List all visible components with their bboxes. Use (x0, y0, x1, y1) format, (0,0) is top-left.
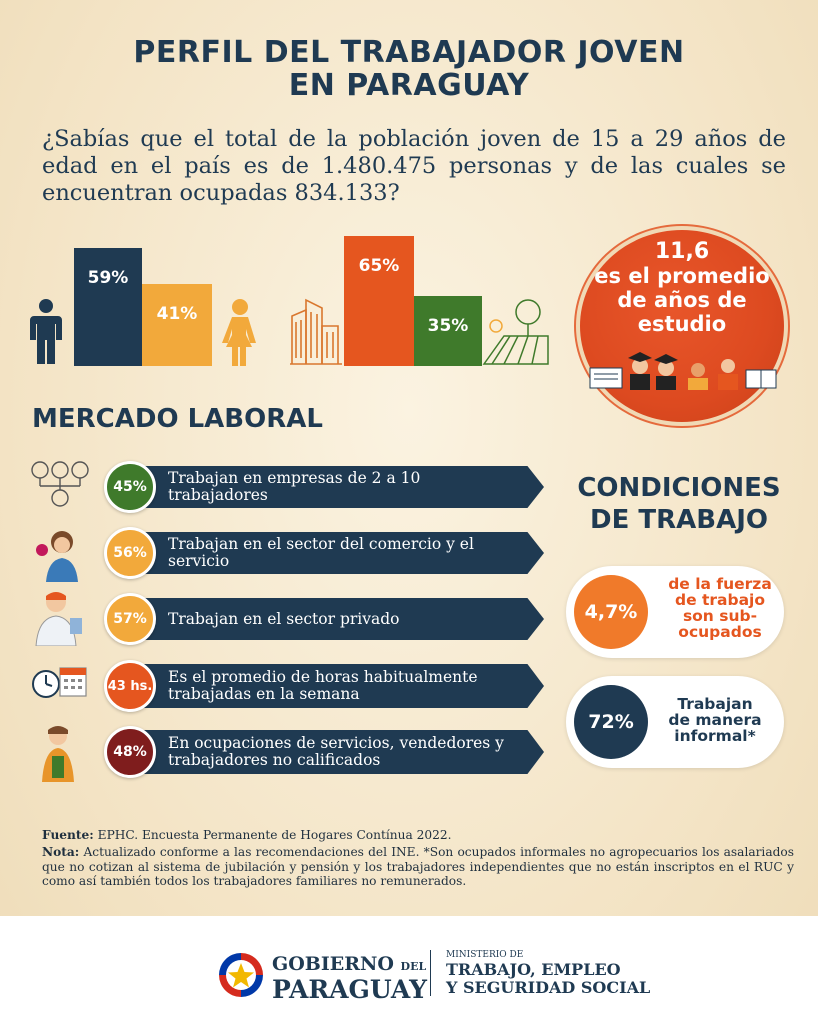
office-worker-icon (35, 592, 82, 646)
del-word: DEL (400, 960, 427, 973)
bar-rural: 35% (414, 296, 482, 366)
condicion-label-line: Trabajan (677, 695, 753, 713)
mercado-item-value: 57% (113, 611, 147, 627)
mercado-item-banner: Trabajan en el sector del comercio y el … (130, 532, 544, 574)
source-text: EPHC. Encuesta Permanente de Hogares Con… (93, 828, 452, 842)
note-text: Actualizado conforme a las recomendacion… (42, 845, 794, 888)
condicion-card-subocupados: 4,7% de la fuerza de trabajo son sub- oc… (566, 566, 784, 658)
condicion-value-circle: 72% (574, 685, 648, 759)
bar-urban: 65% (344, 236, 414, 366)
condicion-card-informal: 72% Trabajan de manera informal* (566, 676, 784, 768)
title-line-1: PERFIL DEL TRABAJADOR JOVEN (133, 35, 685, 70)
bar-urban-label: 65% (358, 256, 400, 276)
study-line-4: estudio (637, 312, 727, 336)
mercado-item-text: Trabajan en empresas de 2 a 10 trabajado… (168, 469, 421, 504)
paraguay-star-logo (219, 953, 263, 997)
female-icon (222, 299, 256, 366)
ministerio-logo-text: MINISTERIO DE TRABAJO, EMPLEO Y SEGURIDA… (446, 950, 650, 997)
city-buildings-icon (290, 298, 342, 365)
condiciones-title-line-1: CONDICIONES (577, 473, 781, 503)
condicion-label-line: de manera (668, 711, 762, 729)
condicion-value-circle: 4,7% (574, 575, 648, 649)
mercado-title: MERCADO LABORAL (32, 404, 323, 434)
mercado-item-text: Trabajan en el sector del comercio y el … (168, 535, 474, 570)
mercado-item-badge: 56% (104, 527, 156, 579)
mercado-item-badge: 48% (104, 726, 156, 778)
note-label: Nota: (42, 845, 80, 859)
footer (0, 916, 818, 1024)
phone-worker-icon (36, 531, 78, 582)
clock-calendar-icon (32, 667, 87, 698)
logo-divider (430, 950, 431, 996)
condicion-label: Trabajan de manera informal* (660, 696, 770, 744)
mercado-item-text: En ocupaciones de servicios, vendedores … (168, 734, 504, 769)
condicion-label-line: informal* (674, 727, 756, 745)
condicion-label: de la fuerza de trabajo son sub- ocupado… (660, 576, 780, 640)
mercado-item-banner: Es el promedio de horas habitualmente tr… (130, 664, 544, 708)
condiciones-title: CONDICIONES DE TRABAJO (560, 472, 798, 536)
mercado-item-badge: 43 hs. (104, 660, 156, 712)
condicion-value: 4,7% (584, 601, 638, 623)
study-line-2: es el promedio (594, 264, 770, 288)
source-note: Fuente: EPHC. Encuesta Permanente de Hog… (42, 828, 794, 843)
ministerio-line-3: Y SEGURIDAD SOCIAL (446, 978, 651, 997)
intro-text: ¿Sabías que el total de la población jov… (42, 126, 786, 206)
study-line-3: de años de (617, 288, 747, 312)
rural-field-icon (482, 299, 549, 365)
title-line-2: EN PARAGUAY (288, 68, 530, 103)
mercado-item-value: 45% (113, 479, 147, 495)
study-years-value: 11,6 (654, 239, 710, 264)
bar-rural-label: 35% (427, 316, 469, 336)
mercado-item-value: 43 hs. (107, 678, 153, 694)
mercado-item-badge: 45% (104, 461, 156, 513)
mercado-item-value: 48% (113, 744, 147, 760)
condicion-label-line: de la fuerza (668, 575, 772, 593)
source-label: Fuente: (42, 828, 94, 842)
mercado-item-text: Es el promedio de horas habitualmente tr… (168, 668, 478, 703)
mercado-item-banner: En ocupaciones de servicios, vendedores … (130, 730, 544, 774)
condicion-label-line: son sub- (682, 607, 758, 625)
area-chart: 65% 35% (288, 236, 550, 368)
vendor-icon (42, 726, 74, 782)
gobierno-logo-text: GOBIERNO DEL PARAGUAY (272, 954, 427, 1003)
condiciones-title-line-2: DE TRABAJO (590, 505, 768, 535)
mercado-item-banner: Trabajan en el sector privado (130, 598, 544, 640)
ministerio-line-2: TRABAJO, EMPLEO (446, 960, 621, 979)
condicion-label-line: ocupados (678, 623, 762, 641)
bar-female: 41% (142, 284, 212, 366)
graduates-illustration (589, 352, 777, 390)
condicion-label-line: de trabajo (674, 591, 766, 609)
bar-male: 59% (74, 248, 142, 366)
mercado-item-value: 56% (113, 545, 147, 561)
ministerio-line-1: MINISTERIO DE (446, 950, 524, 960)
gobierno-word: GOBIERNO (272, 953, 394, 975)
study-years-circle (574, 224, 790, 428)
bar-female-label: 41% (156, 304, 198, 324)
people-network-icon (31, 461, 89, 507)
bar-male-label: 59% (87, 268, 129, 288)
mercado-item-badge: 57% (104, 593, 156, 645)
gender-chart: 59% 41% (22, 236, 272, 368)
condicion-value: 72% (588, 711, 634, 733)
male-icon (30, 299, 62, 364)
paraguay-word: PARAGUAY (272, 975, 427, 1004)
mercado-item-banner: Trabajan en empresas de 2 a 10 trabajado… (130, 466, 544, 508)
page-title: PERFIL DEL TRABAJADOR JOVEN EN PARAGUAY (0, 36, 818, 102)
study-years-text: 11,6 es el promedio de años de estudio (576, 239, 788, 337)
mercado-item-text: Trabajan en el sector privado (168, 609, 400, 628)
methodology-note: Nota: Actualizado conforme a las recomen… (42, 845, 794, 889)
